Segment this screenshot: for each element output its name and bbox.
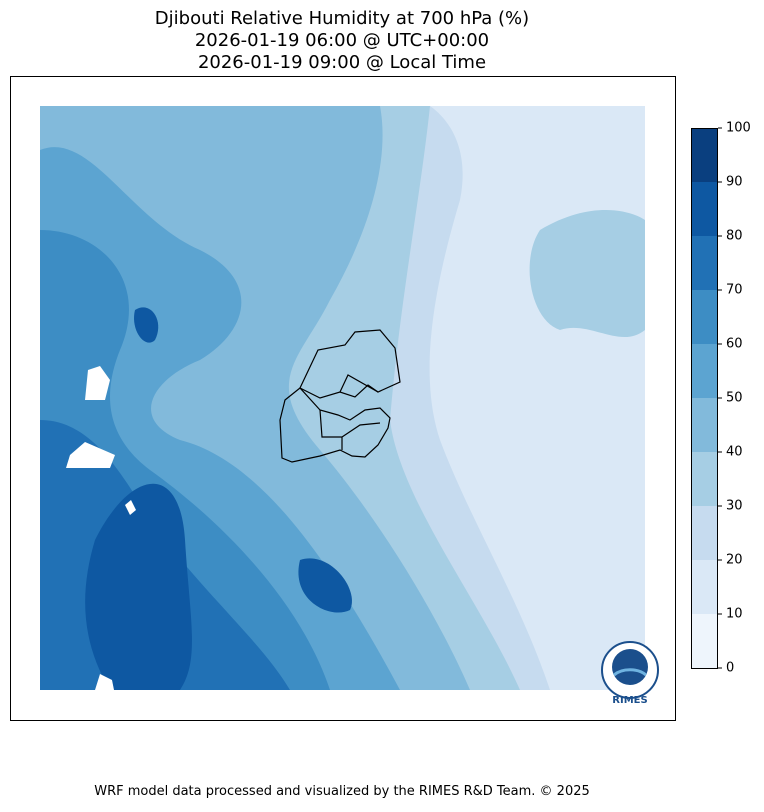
map-field <box>40 106 645 690</box>
logo: RIMES <box>601 641 659 706</box>
colorbar-segment <box>691 344 718 398</box>
colorbar-tick-label: 50 <box>726 391 743 406</box>
country-boundary <box>279 329 401 463</box>
colorbar-tick-label: 40 <box>726 445 743 460</box>
colorbar-tick-label: 10 <box>726 607 743 622</box>
title-line: 2026-01-19 09:00 @ Local Time <box>198 52 486 73</box>
colorbar: 0 10 20 30 40 50 60 70 80 90 100 <box>691 121 751 676</box>
colorbar-segment <box>691 506 718 560</box>
colorbar-tick-label: 90 <box>726 175 743 190</box>
colorbar-segment <box>691 398 718 452</box>
footer: WRF model data processed and visualized … <box>94 784 590 799</box>
colorbar-tick-label: 70 <box>726 283 743 298</box>
colorbar-segment <box>691 128 718 182</box>
logo-label: RIMES <box>612 695 647 706</box>
title-line: 2026-01-19 06:00 @ UTC+00:00 <box>195 30 489 51</box>
colorbar-segment <box>691 560 718 614</box>
colorbar-tick-label: 0 <box>726 661 734 676</box>
colorbar-tick-label: 100 <box>726 121 751 136</box>
colorbar-segment <box>691 452 718 506</box>
colorbar-segment <box>691 290 718 344</box>
colorbar-tick-label: 30 <box>726 499 743 514</box>
colorbar-frame <box>691 128 718 669</box>
title-line: Djibouti Relative Humidity at 700 hPa (%… <box>155 8 529 29</box>
colorbar-tick-label: 60 <box>726 337 743 352</box>
colorbar-segment <box>691 236 718 290</box>
colorbar-tick-label: 20 <box>726 553 743 568</box>
colorbar-segment <box>691 182 718 236</box>
colorbar-segment <box>691 614 718 668</box>
colorbar-tick-label: 80 <box>726 229 743 244</box>
